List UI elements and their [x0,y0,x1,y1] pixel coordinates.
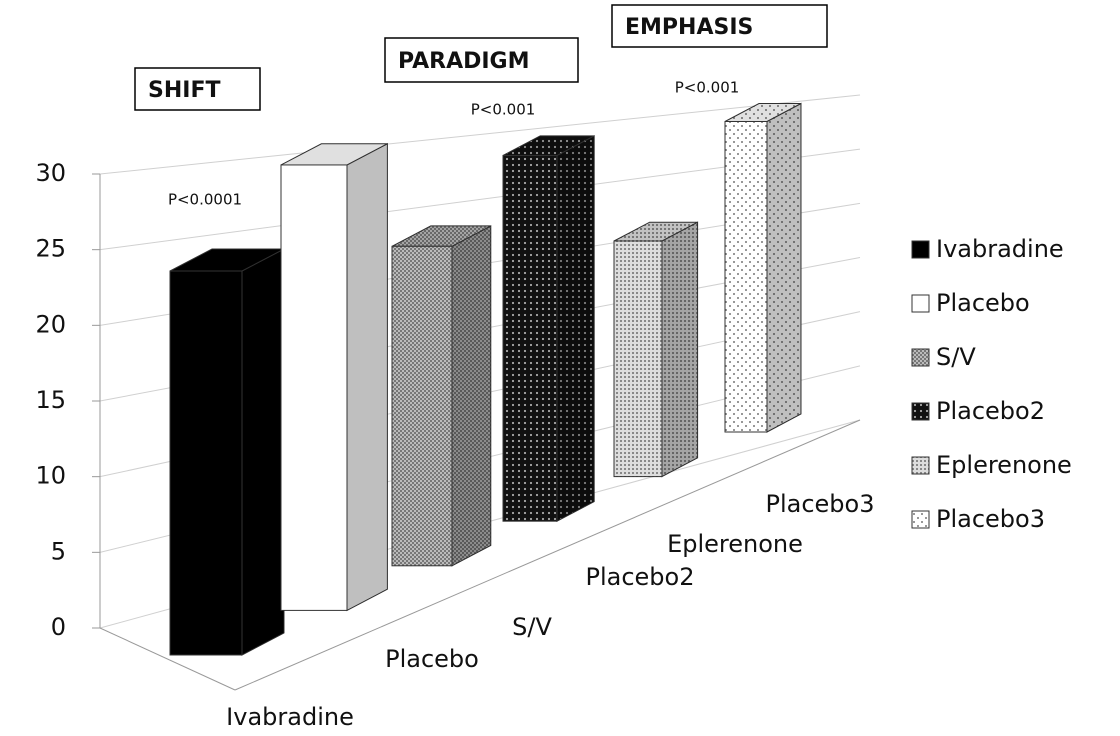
bar-group [724,102,802,433]
trial-label: PARADIGM [398,49,530,74]
legend-swatch [911,510,930,529]
bar-side-shade [242,249,284,655]
x-tick-label: Placebo3 [766,490,875,518]
legend-label: Placebo2 [936,397,1045,425]
bar [280,164,348,611]
bar-group [613,221,699,478]
bar-side-shade [557,135,595,522]
y-tick-label: 10 [35,462,66,490]
bar [502,154,558,522]
bar-group [169,248,285,656]
bar-side-shade [662,222,698,477]
x-tick-label: Placebo2 [586,563,695,591]
p-value: P<0.001 [471,101,536,119]
legend-label: S/V [936,343,976,371]
legend-label: Ivabradine [936,235,1064,263]
x-tick-label: Placebo [385,645,479,673]
trial-box [384,37,579,83]
bar-group [502,135,595,523]
y-tick-label: 0 [51,613,66,641]
p-value: P<0.001 [675,79,740,97]
y-tick-label: 30 [35,159,66,187]
bar-top-shade [281,143,388,165]
legend-swatch [911,240,930,259]
bar [724,121,768,433]
bar-top-shade [392,225,491,247]
legend-label: Placebo [936,289,1030,317]
bar [613,240,663,478]
bar-group [280,142,388,612]
floor-edge [234,419,861,691]
trial-label: SHIFT [148,78,220,103]
bar-top-shade [170,249,284,271]
legend-swatch [911,402,930,421]
bar [169,270,243,656]
x-tick-label: S/V [512,613,552,641]
trial-box [611,4,828,48]
bar-side-shade [452,225,491,566]
trial-label: EMPHASIS [625,15,753,40]
bar-side-shade [347,143,388,611]
y-tick-label: 20 [35,310,66,338]
legend-swatch [911,294,930,313]
x-tick-label: Eplerenone [667,530,803,558]
x-tick-label: Ivabradine [226,703,354,731]
legend-swatch [911,456,930,475]
bar-top-shade [503,135,595,156]
y-tick-label: 25 [35,235,66,263]
legend-label: Placebo3 [936,505,1045,533]
grid-line [99,94,861,175]
bar-side-shade [767,103,801,432]
legend-label: Eplerenone [936,451,1072,479]
bar-top-shade [725,103,801,122]
p-value: P<0.0001 [168,191,242,209]
floor-edge [99,627,236,691]
legend-swatch [911,348,930,367]
bar-top-shade [614,222,698,241]
y-tick-label: 5 [51,537,66,565]
trial-box [134,67,261,111]
bar [391,245,453,567]
bar-group [391,225,492,567]
y-tick-label: 15 [35,386,66,414]
